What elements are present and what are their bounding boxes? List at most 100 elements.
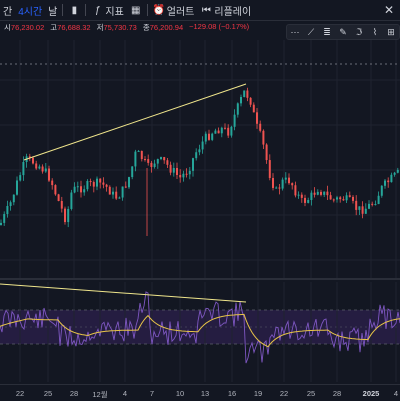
alarm-clock-icon: ⏰ (152, 4, 166, 16)
candle-up (345, 195, 348, 201)
candle-up (3, 214, 6, 223)
rsi-pane[interactable] (0, 282, 400, 382)
candle-down (115, 191, 118, 199)
candle-down (169, 164, 172, 173)
candle-down (185, 173, 188, 175)
candle-up (236, 103, 239, 115)
candle-down (291, 183, 294, 186)
alerts-button[interactable]: ⏰ 얼러트 (150, 0, 198, 20)
candle-down (355, 200, 358, 210)
candle-up (153, 163, 156, 167)
function-icon: ƒ (94, 4, 101, 16)
chart-type-button[interactable]: 날 (45, 0, 60, 20)
candle-down (227, 127, 230, 136)
candle-down (348, 195, 351, 197)
candle-down (371, 203, 374, 205)
candle-down (387, 180, 390, 183)
candle-down (179, 174, 182, 178)
time-tick-label: 10 (175, 389, 185, 398)
price-trendline (23, 83, 247, 161)
text-icon[interactable]: ℑ (355, 26, 363, 37)
candle-up (384, 180, 386, 186)
cursor-icon[interactable]: ⋯ (290, 26, 300, 37)
candle-up (284, 177, 287, 180)
time-axis[interactable]: 22 25 28 12월 4 7 10 13 16 19 22 25 28 2025 4 (0, 384, 400, 401)
candle-down (144, 159, 146, 161)
candle-down (326, 191, 329, 196)
candle-up (243, 90, 246, 98)
candles-button[interactable]: ▮ (65, 0, 83, 20)
rsi-ma-line (0, 313, 400, 348)
candle-down (265, 144, 268, 161)
trendline-icon[interactable]: ⟋ (307, 26, 315, 37)
forecast-icon[interactable]: ⊞ (387, 26, 395, 37)
candle-down (92, 182, 95, 187)
layout-button[interactable]: ▦ (127, 0, 145, 20)
candle-up (220, 127, 223, 134)
candle-up (16, 180, 18, 195)
candle-up (233, 114, 236, 127)
candle-down (332, 199, 335, 201)
candle-up (76, 186, 79, 188)
candle-up (364, 208, 367, 214)
candle-up (358, 206, 361, 210)
candle-down (150, 162, 153, 167)
indicators-button[interactable]: ƒ 지표 (88, 0, 126, 20)
candle-up (240, 97, 242, 104)
alerts-label: 얼러트 (166, 6, 195, 18)
candle-up (128, 177, 130, 188)
close-value: 76,200.94 (149, 23, 184, 32)
candle-down (176, 168, 178, 175)
candle-down (249, 97, 252, 105)
candle-up (156, 159, 159, 164)
candle-up (9, 202, 12, 206)
low-value: 75,730.73 (103, 23, 137, 32)
open-label: 시 (4, 23, 11, 32)
candle-down (105, 184, 108, 187)
candle-up (307, 200, 310, 203)
candle-up (195, 152, 198, 159)
candle-down (300, 194, 303, 198)
candle-down (147, 159, 150, 163)
candle-up (19, 175, 22, 181)
price-chart[interactable] (0, 40, 400, 278)
time-tick-label: 16 (227, 389, 237, 398)
rsi-trendline (0, 283, 247, 303)
candle-up (44, 168, 47, 172)
candle-down (259, 123, 262, 131)
interval-partial-label: 간 (3, 6, 13, 18)
time-tick-label: 22 (15, 389, 25, 398)
candle-down (313, 192, 316, 195)
candle-up (188, 170, 191, 175)
brush-icon[interactable]: ✎ (339, 26, 347, 37)
candle-up (214, 130, 217, 134)
time-tick-label: 7 (149, 389, 155, 398)
interval-partial-button[interactable]: 간 (0, 0, 15, 20)
rsi-line (0, 291, 400, 364)
close-button[interactable]: ✕ (382, 3, 396, 17)
replay-button[interactable]: ⏮ 리플레이 (197, 0, 254, 20)
candle-up (323, 191, 326, 195)
drawing-toolbar: ⋯ ⟋ ≣ ✎ ℑ ⌇ ⊞ (286, 24, 400, 40)
candle-down (166, 160, 169, 165)
candle-up (96, 178, 98, 187)
candle-up (377, 195, 380, 205)
candle-down (262, 130, 265, 145)
time-tick-label: 4 (122, 389, 128, 398)
chart-type-label: 날 (48, 6, 58, 18)
pattern-icon[interactable]: ⌇ (372, 26, 378, 37)
candle-down (288, 177, 290, 184)
low-label: 저 (96, 23, 104, 32)
candle-down (89, 181, 92, 183)
interval-button[interactable]: 4시간 (15, 0, 45, 20)
candle-down (361, 206, 364, 214)
candle-up (281, 179, 284, 189)
candle-down (208, 133, 210, 140)
change-value: −129.08 (−0.17%) (189, 22, 250, 31)
pane-divider[interactable] (0, 278, 400, 280)
fib-icon[interactable]: ≣ (323, 26, 331, 37)
candle-down (272, 177, 274, 188)
candle-down (342, 199, 345, 201)
time-tick-label: 2025 (362, 389, 380, 398)
